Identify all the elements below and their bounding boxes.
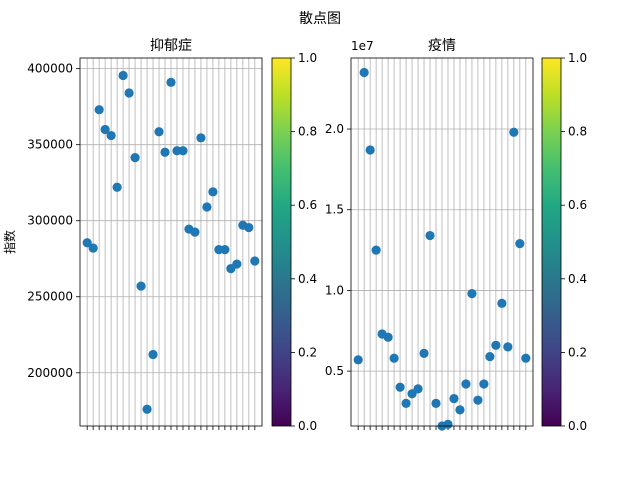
data-point	[383, 332, 393, 342]
colorbar-tick-label: 0.2	[568, 345, 587, 359]
data-point	[389, 353, 399, 363]
data-point	[94, 105, 104, 115]
y-tick-label: 2.0	[325, 122, 344, 136]
data-point	[160, 147, 170, 157]
data-point	[118, 70, 128, 81]
colorbar-gradient	[541, 57, 562, 427]
data-point	[136, 281, 146, 291]
figure-suptitle: 散点图	[299, 11, 341, 27]
chart-title: 抑郁症	[150, 38, 192, 54]
y-tick-label: 0.5	[325, 364, 344, 378]
colorbar-tick-label: 0.4	[298, 272, 317, 286]
data-point	[419, 348, 429, 358]
data-point	[220, 245, 230, 255]
data-point	[232, 259, 242, 269]
plot-frame	[350, 57, 534, 427]
data-point	[455, 405, 465, 415]
data-point	[208, 187, 218, 197]
data-point	[443, 419, 453, 429]
data-point	[112, 182, 122, 192]
colorbar-epidemic: 0.0 0.2 0.4 0.6 0.8 1.0	[541, 51, 587, 433]
data-point	[166, 77, 176, 87]
data-point	[491, 340, 501, 350]
data-point	[485, 351, 495, 362]
data-point	[515, 239, 525, 249]
plot-frame	[79, 57, 263, 427]
data-point	[359, 67, 369, 78]
data-point	[202, 202, 212, 212]
y-offset-text: 1e7	[351, 39, 374, 53]
y-axis-label: 指数	[2, 230, 17, 254]
colorbar-tick-label: 0.4	[568, 272, 587, 286]
colorbar-tick-label: 1.0	[568, 51, 587, 65]
data-point	[365, 145, 375, 155]
data-point	[190, 227, 200, 237]
y-tick-label: 1.0	[325, 283, 344, 297]
data-point	[82, 238, 92, 248]
data-point	[88, 243, 98, 253]
data-point	[106, 130, 116, 141]
data-point	[124, 88, 134, 98]
data-point	[425, 230, 435, 241]
colorbar-depression: 0.0 0.2 0.4 0.6 0.8 1.0	[271, 51, 317, 433]
data-point	[461, 379, 471, 389]
data-point	[353, 355, 363, 365]
data-point	[196, 133, 206, 143]
y-tick-label: 200000	[27, 366, 73, 380]
data-point	[250, 256, 260, 266]
data-point	[154, 127, 164, 137]
colorbar-tick-label: 1.0	[298, 51, 317, 65]
data-point	[503, 342, 513, 352]
data-point	[401, 398, 411, 409]
chart-panel-epidemic: 0.5 1.0 1.5 2.0 疫情 1e7	[325, 38, 534, 431]
colorbar-tick-label: 0.8	[568, 125, 587, 139]
colorbar-gradient	[271, 57, 292, 427]
colorbar-tick-label: 0.6	[298, 198, 317, 212]
y-tick-label: 350000	[27, 138, 73, 152]
data-point	[497, 298, 507, 308]
data-point	[449, 393, 459, 404]
data-point	[371, 245, 381, 255]
data-point	[244, 222, 254, 233]
colorbar-tick-label: 0.0	[568, 419, 587, 433]
data-point	[467, 289, 477, 299]
data-point	[178, 146, 188, 156]
data-point	[479, 379, 489, 389]
colorbar-tick-label: 0.2	[298, 345, 317, 359]
data-point	[413, 384, 423, 394]
data-point	[130, 153, 140, 163]
data-point	[473, 395, 483, 405]
data-point	[395, 382, 405, 392]
data-point	[142, 404, 152, 414]
colorbar-tick-label: 0.8	[298, 125, 317, 139]
colorbar-tick-label: 0.6	[568, 198, 587, 212]
y-tick-label: 400000	[27, 62, 73, 76]
y-tick-label: 250000	[27, 290, 73, 304]
data-point	[521, 353, 531, 363]
data-point	[148, 349, 158, 360]
chart-title: 疫情	[428, 38, 456, 54]
y-tick-label: 1.5	[325, 203, 344, 217]
colorbar-tick-label: 0.0	[298, 419, 317, 433]
y-tick-label: 300000	[27, 214, 73, 228]
data-point	[100, 124, 110, 135]
data-point	[431, 398, 441, 409]
data-point	[509, 127, 519, 137]
